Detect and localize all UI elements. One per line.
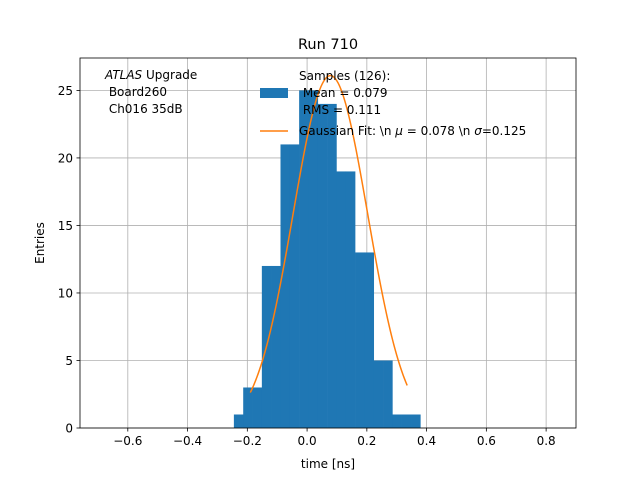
legend-fit-label: Gaussian Fit: \n μ = 0.078 \n σ=0.125 bbox=[299, 124, 526, 138]
histogram-bar bbox=[299, 90, 309, 429]
annotation-atlas: ATLAS bbox=[104, 68, 143, 82]
y-tick-label: 5 bbox=[65, 354, 73, 368]
histogram-bar bbox=[336, 171, 347, 428]
histogram-bar bbox=[243, 387, 253, 428]
plot-frame bbox=[79, 57, 577, 429]
gaussian-fit-line bbox=[249, 74, 408, 393]
x-tick-label: 0.0 bbox=[298, 434, 317, 448]
histogram-bar bbox=[252, 387, 263, 428]
x-tick-label: 0.6 bbox=[477, 434, 496, 448]
legend-fit-mid: = 0.078 \n bbox=[403, 124, 474, 138]
histogram-bar bbox=[392, 414, 402, 428]
y-tick-label: 20 bbox=[58, 151, 73, 165]
y-tick-label: 15 bbox=[58, 219, 73, 233]
annotation-line-1: ATLAS Upgrade bbox=[104, 68, 197, 82]
atlas-annotation: ATLAS Upgrade Board260 Ch016 35dB bbox=[104, 68, 197, 116]
histogram-bar bbox=[401, 414, 412, 428]
legend-samples-line-3: RMS = 0.111 bbox=[299, 103, 381, 117]
histogram-bar bbox=[289, 144, 300, 429]
legend-samples-line-2: Mean = 0.079 bbox=[299, 86, 388, 100]
histogram-bar bbox=[373, 360, 384, 428]
annotation-line-3: Ch016 35dB bbox=[105, 102, 183, 116]
histogram-bar bbox=[233, 414, 244, 428]
x-tick-label: 0.2 bbox=[357, 434, 376, 448]
histogram-bar bbox=[317, 103, 328, 428]
legend-fit-mu: μ bbox=[394, 124, 403, 138]
legend-fit-suffix: =0.125 bbox=[482, 124, 526, 138]
legend-samples-line-1: Samples (126): bbox=[299, 69, 390, 83]
y-tick-label: 10 bbox=[58, 286, 73, 300]
y-tick-label: 25 bbox=[58, 84, 73, 98]
histogram-bar bbox=[327, 103, 337, 428]
x-tick-label: −0.6 bbox=[113, 434, 142, 448]
x-axis-label: time [ns] bbox=[301, 457, 355, 471]
chart-title: Run 710 bbox=[298, 37, 358, 53]
histogram-bar bbox=[345, 171, 356, 428]
histogram-bar bbox=[364, 252, 375, 428]
histogram-bar bbox=[308, 90, 319, 429]
y-axis-label: Entries bbox=[33, 222, 47, 264]
histogram-bar bbox=[271, 265, 281, 428]
legend-fit-prefix: Gaussian Fit: \n bbox=[299, 124, 395, 138]
legend: Samples (126): Mean = 0.079 RMS = 0.111 … bbox=[260, 69, 526, 138]
gaussian-fit-curve bbox=[249, 74, 408, 393]
legend-fit-sigma: σ bbox=[474, 124, 482, 138]
x-tick-label: 0.4 bbox=[417, 434, 436, 448]
legend-samples-swatch bbox=[260, 88, 288, 98]
y-axis-ticks: 0 5 10 15 20 25 bbox=[58, 84, 80, 436]
y-tick-label: 0 bbox=[65, 422, 73, 436]
histogram-bar bbox=[411, 414, 421, 428]
annotation-line-2: Board260 bbox=[105, 85, 167, 99]
histogram-bar bbox=[280, 144, 291, 429]
x-tick-label: −0.4 bbox=[173, 434, 202, 448]
x-axis-ticks: −0.6 −0.4 −0.2 0.0 0.2 0.4 0.6 0.8 bbox=[113, 428, 556, 448]
x-tick-label: 0.8 bbox=[537, 434, 556, 448]
histogram-bar bbox=[383, 360, 393, 428]
histogram-bar bbox=[355, 252, 365, 428]
x-tick-label: −0.2 bbox=[233, 434, 262, 448]
annotation-upgrade: Upgrade bbox=[142, 68, 197, 82]
